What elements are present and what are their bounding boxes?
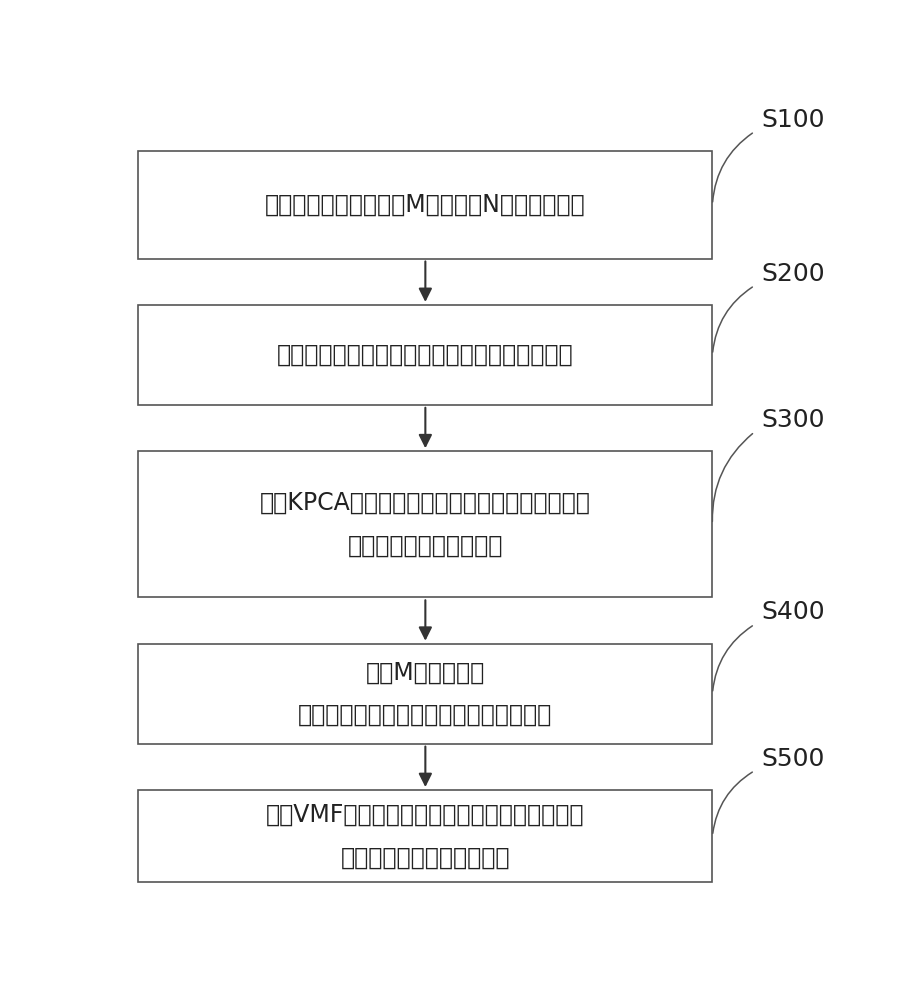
Text: 采用VMF分布模型描述历史数据主成方向矢量的: 采用VMF分布模型描述历史数据主成方向矢量的 [266,803,584,827]
Text: 采用KPCA的方法获取各数据子矩阵映射到高维特: 采用KPCA的方法获取各数据子矩阵映射到高维特 [260,491,591,515]
Bar [138,305,713,405]
Bar [138,451,713,597]
Text: S200: S200 [762,262,825,286]
Bar [138,644,713,744]
Bar [138,790,713,882]
Text: 通过M个方向矢量: 通过M个方向矢量 [365,660,485,684]
Text: S300: S300 [762,408,825,432]
Text: 计算整个训练数据子矩阵的平均方向矢量: 计算整个训练数据子矩阵的平均方向矢量 [298,703,553,727]
Text: S500: S500 [762,747,825,771]
Text: 将样本数据进行划分为M段长度为N的数据子矩阵: 将样本数据进行划分为M段长度为N的数据子矩阵 [265,193,585,217]
Bar [138,151,713,259]
Text: S400: S400 [762,600,825,624]
Text: S100: S100 [762,108,825,132]
Text: 征空间后的主成方向矢量: 征空间后的主成方向矢量 [347,533,503,557]
Text: 分布，并估计确定模型参数: 分布，并估计确定模型参数 [341,845,510,869]
Text: 选取合适的核函数用于高维特征空间的矢量内积: 选取合适的核函数用于高维特征空间的矢量内积 [277,343,574,367]
